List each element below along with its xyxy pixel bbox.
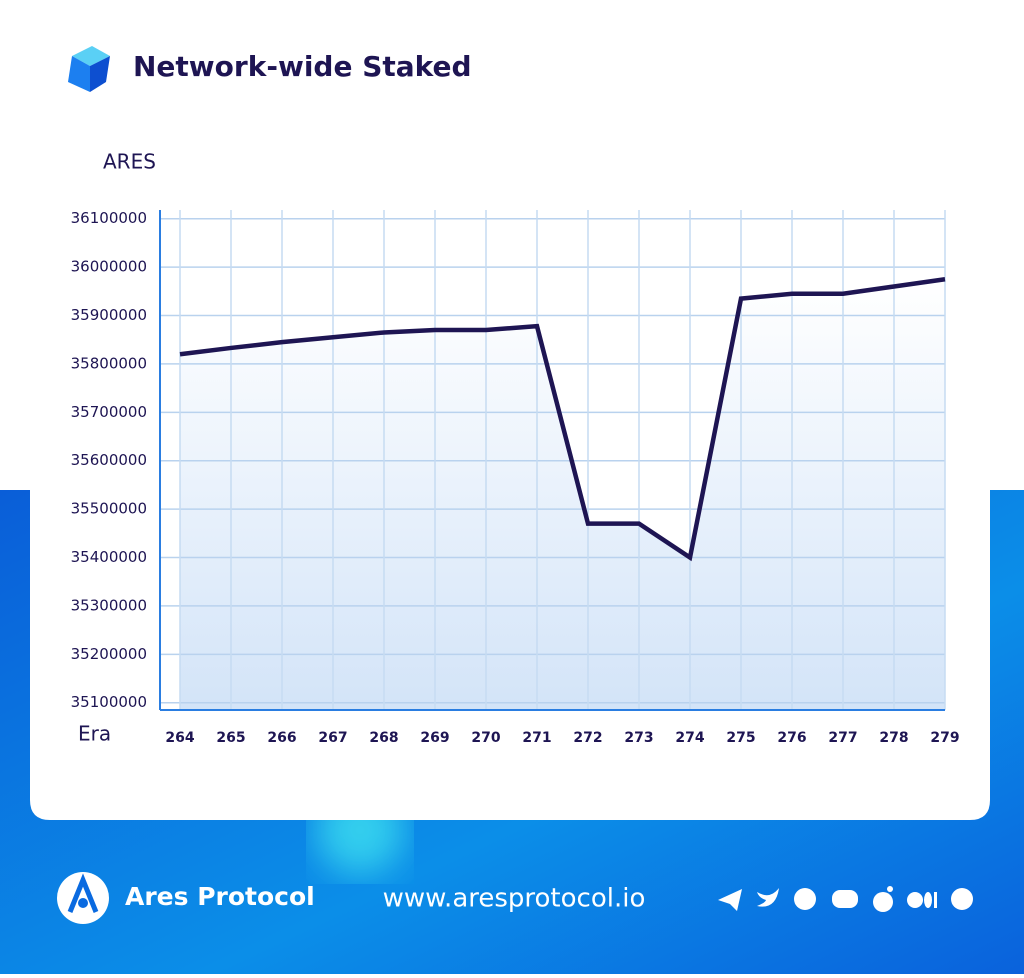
x-tick-label: 264 <box>165 730 194 746</box>
x-tick-label: 276 <box>777 730 806 746</box>
y-tick-label: 35300000 <box>71 596 147 614</box>
x-tick-label: 268 <box>369 730 398 746</box>
chart-title: Network-wide Staked <box>133 50 472 83</box>
footer-url: www.aresprotocol.io <box>383 884 646 914</box>
y-tick-label: 35200000 <box>71 645 147 663</box>
plot: 35100000 35200000 35300000 35400000 35500000… <box>71 209 960 746</box>
data-line <box>179 276 946 562</box>
y-tick-label: 35700000 <box>71 403 147 421</box>
social-icons <box>718 886 973 912</box>
area-fill <box>180 279 945 710</box>
x-tick-label: 275 <box>726 730 755 746</box>
footer-logo <box>57 872 109 924</box>
y-tick-label: 35400000 <box>71 548 147 566</box>
y-tick-label: 35500000 <box>71 500 147 518</box>
y-tick-label: 35600000 <box>71 451 147 469</box>
x-tick-label: 273 <box>624 730 653 746</box>
x-tick-label: 277 <box>828 730 857 746</box>
y-axis-label: ARES <box>103 150 156 174</box>
x-tick-label: 278 <box>879 730 908 746</box>
y-tick-label: 36100000 <box>71 209 147 227</box>
y-tick-label: 35900000 <box>71 306 147 324</box>
x-tick-label: 269 <box>420 730 449 746</box>
y-tick-label: 35100000 <box>71 693 147 711</box>
x-tick-label: 265 <box>216 730 245 746</box>
x-tick-label: 272 <box>573 730 602 746</box>
x-tick-label: 271 <box>522 730 551 746</box>
y-tick-label: 35800000 <box>71 354 147 372</box>
x-tick-label: 279 <box>930 730 959 746</box>
x-tick-label: 274 <box>675 730 704 746</box>
x-tick-label: 270 <box>471 730 500 746</box>
cube-icon <box>68 46 110 92</box>
y-tick-label: 36000000 <box>71 258 147 276</box>
x-tick-label: 266 <box>267 730 296 746</box>
footer-brand: Ares Protocol <box>125 882 315 911</box>
x-axis-label: Era <box>78 722 111 746</box>
x-tick-label: 267 <box>318 730 347 746</box>
